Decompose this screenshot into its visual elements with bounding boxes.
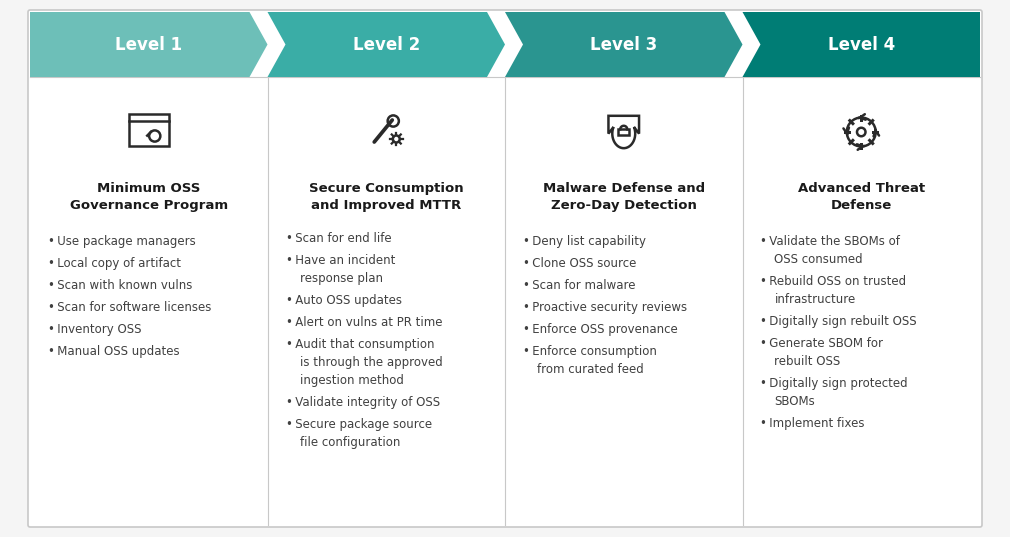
Polygon shape <box>742 12 980 77</box>
Text: Level 1: Level 1 <box>115 35 183 54</box>
Polygon shape <box>505 12 742 77</box>
Text: • Digitally sign rebuilt OSS: • Digitally sign rebuilt OSS <box>761 315 917 328</box>
Text: Level 2: Level 2 <box>352 35 420 54</box>
Text: • Validate integrity of OSS: • Validate integrity of OSS <box>286 396 439 409</box>
Text: • Deny list capability: • Deny list capability <box>523 235 646 248</box>
Text: rebuilt OSS: rebuilt OSS <box>775 355 840 368</box>
Text: • Generate SBOM for: • Generate SBOM for <box>761 337 884 350</box>
Text: • Local copy of artifact: • Local copy of artifact <box>48 257 181 270</box>
Bar <box>618 129 629 135</box>
Text: • Rebuild OSS on trusted: • Rebuild OSS on trusted <box>761 275 907 288</box>
Text: • Use package managers: • Use package managers <box>48 235 196 248</box>
Text: response plan: response plan <box>300 272 383 285</box>
Text: Level 3: Level 3 <box>590 35 658 54</box>
Text: Level 4: Level 4 <box>827 35 895 54</box>
Text: file configuration: file configuration <box>300 436 400 449</box>
Bar <box>128 114 169 146</box>
Text: is through the approved: is through the approved <box>300 356 442 369</box>
Polygon shape <box>30 12 268 77</box>
Text: Malware Defense and
Zero-Day Detection: Malware Defense and Zero-Day Detection <box>542 182 705 212</box>
Text: • Proactive security reviews: • Proactive security reviews <box>523 301 687 314</box>
Text: • Auto OSS updates: • Auto OSS updates <box>286 294 402 307</box>
Text: SBOMs: SBOMs <box>775 395 815 408</box>
Text: • Scan for end life: • Scan for end life <box>286 232 391 245</box>
Text: • Have an incident: • Have an incident <box>286 254 395 267</box>
Text: • Digitally sign protected: • Digitally sign protected <box>761 377 908 390</box>
Text: • Enforce OSS provenance: • Enforce OSS provenance <box>523 323 678 336</box>
Text: from curated feed: from curated feed <box>537 363 643 376</box>
Text: • Secure package source: • Secure package source <box>286 418 431 431</box>
Text: • Audit that consumption: • Audit that consumption <box>286 338 434 351</box>
Text: • Clone OSS source: • Clone OSS source <box>523 257 636 270</box>
Text: • Inventory OSS: • Inventory OSS <box>48 323 141 336</box>
Text: • Scan with known vulns: • Scan with known vulns <box>48 279 192 292</box>
Text: • Validate the SBOMs of: • Validate the SBOMs of <box>761 235 900 248</box>
Text: • Implement fixes: • Implement fixes <box>761 417 865 430</box>
Polygon shape <box>268 12 505 77</box>
FancyBboxPatch shape <box>28 10 982 527</box>
Text: • Scan for malware: • Scan for malware <box>523 279 635 292</box>
Text: Advanced Threat
Defense: Advanced Threat Defense <box>798 182 925 212</box>
Text: Secure Consumption
and Improved MTTR: Secure Consumption and Improved MTTR <box>309 182 464 212</box>
Text: • Alert on vulns at PR time: • Alert on vulns at PR time <box>286 316 442 329</box>
Text: • Scan for software licenses: • Scan for software licenses <box>48 301 211 314</box>
Text: • Enforce consumption: • Enforce consumption <box>523 345 656 358</box>
Text: infrastructure: infrastructure <box>775 293 855 306</box>
Text: OSS consumed: OSS consumed <box>775 253 864 266</box>
Text: Minimum OSS
Governance Program: Minimum OSS Governance Program <box>70 182 228 212</box>
Text: ingestion method: ingestion method <box>300 374 403 387</box>
Text: • Manual OSS updates: • Manual OSS updates <box>48 345 180 358</box>
